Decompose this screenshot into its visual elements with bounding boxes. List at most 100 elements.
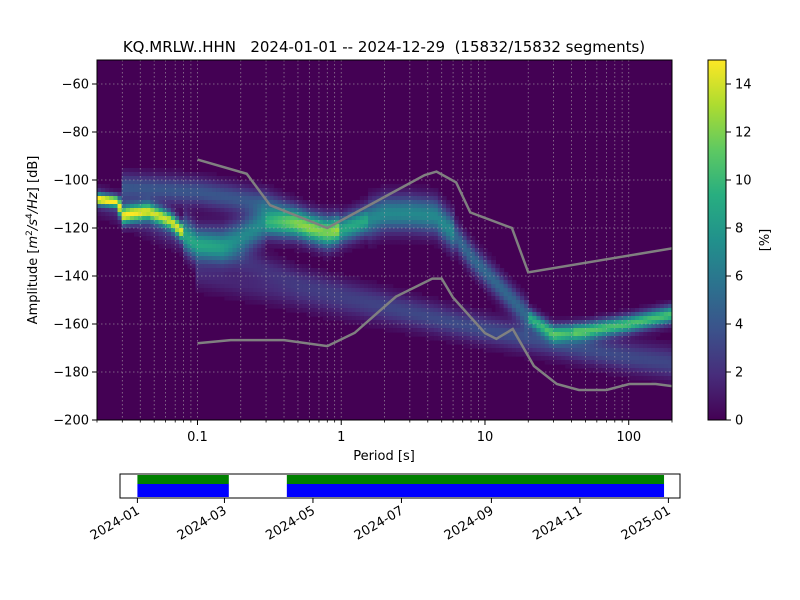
- heatmap-cell: [339, 208, 345, 213]
- heatmap-cell: [487, 292, 492, 297]
- heatmap-cell: [400, 212, 406, 217]
- heatmap-cell: [158, 176, 164, 181]
- heatmap-cell: [261, 264, 266, 269]
- heatmap-cell: [265, 228, 271, 233]
- heatmap-cell: [318, 240, 324, 245]
- heatmap-cell: [503, 300, 509, 305]
- heatmap-cell: [253, 284, 258, 289]
- heatmap-cell: [175, 212, 180, 217]
- heatmap-cell: [376, 192, 381, 197]
- heatmap-cell: [421, 228, 427, 233]
- heatmap-cell: [273, 224, 279, 229]
- heatmap-cell: [273, 252, 279, 257]
- heatmap-cell: [343, 220, 349, 225]
- heatmap-cell: [639, 336, 644, 341]
- heatmap-cell: [101, 212, 106, 217]
- heatmap-cell: [524, 348, 529, 353]
- heatmap-cell: [581, 360, 587, 365]
- heatmap-cell: [314, 300, 320, 305]
- heatmap-cell: [384, 296, 390, 301]
- heatmap-cell: [478, 256, 484, 261]
- heatmap-cell: [277, 300, 283, 305]
- heatmap-cell: [269, 236, 275, 241]
- heatmap-cell: [618, 348, 624, 353]
- heatmap-cell: [248, 244, 254, 249]
- heatmap-cell: [285, 264, 291, 269]
- heatmap-cell: [216, 188, 221, 193]
- heatmap-cell: [322, 316, 328, 321]
- heatmap-cell: [487, 284, 492, 289]
- heatmap-cell: [314, 272, 320, 277]
- heatmap-cell: [663, 312, 669, 317]
- heatmap-cell: [248, 180, 254, 185]
- heatmap-cell: [491, 288, 496, 293]
- heatmap-cell: [372, 232, 377, 237]
- heatmap-cell: [507, 324, 513, 329]
- heatmap-cell: [228, 296, 234, 301]
- heatmap-cell: [129, 172, 135, 177]
- heatmap-cell: [269, 252, 275, 257]
- heatmap-cell: [487, 340, 492, 345]
- heatmap-cell: [294, 240, 299, 245]
- heatmap-cell: [663, 300, 669, 305]
- heatmap-cell: [253, 272, 258, 277]
- heatmap-cell: [610, 368, 616, 373]
- heatmap-cell: [478, 284, 484, 289]
- heatmap-cell: [474, 280, 480, 285]
- heatmap-cell: [606, 368, 611, 373]
- heatmap-cell: [532, 356, 538, 361]
- heatmap-cell: [212, 268, 217, 273]
- heatmap-cell: [659, 304, 665, 309]
- heatmap-cell: [421, 192, 427, 197]
- heatmap-cell: [101, 188, 106, 193]
- heatmap-cell: [294, 248, 299, 253]
- heatmap-cell: [277, 212, 283, 217]
- heatmap-cell: [413, 240, 418, 245]
- heatmap-cell: [659, 356, 665, 361]
- heatmap-cell: [294, 304, 299, 309]
- heatmap-cell: [162, 188, 168, 193]
- heatmap-cell: [363, 236, 369, 241]
- heatmap-cell: [503, 328, 509, 333]
- heatmap-cell: [589, 332, 595, 337]
- heatmap-cell: [216, 208, 221, 213]
- heatmap-cell: [261, 232, 266, 237]
- heatmap-cell: [478, 320, 484, 325]
- processed-coverage-bar: [137, 475, 229, 484]
- heatmap-cell: [203, 180, 209, 185]
- heatmap-cell: [306, 244, 312, 249]
- heatmap-cell: [244, 240, 250, 245]
- heatmap-cell: [306, 208, 312, 213]
- heatmap-cell: [643, 348, 648, 353]
- heatmap-cell: [216, 288, 221, 293]
- heatmap-cell: [655, 300, 661, 305]
- heatmap-cell: [577, 356, 583, 361]
- heatmap-cell: [154, 232, 160, 237]
- heatmap-cell: [248, 300, 254, 305]
- heatmap-cell: [667, 324, 672, 329]
- heatmap-cell: [503, 352, 509, 357]
- heatmap-cell: [220, 200, 225, 205]
- heatmap-cell: [290, 196, 295, 201]
- heatmap-cell: [540, 336, 546, 341]
- heatmap-cell: [273, 288, 279, 293]
- heatmap-cell: [536, 312, 542, 317]
- heatmap-cell: [248, 284, 254, 289]
- heatmap-cell: [450, 336, 455, 341]
- heatmap-cell: [400, 192, 406, 197]
- heatmap-cell: [651, 356, 657, 361]
- heatmap-cell: [421, 240, 427, 245]
- heatmap-cell: [183, 224, 188, 229]
- heatmap-cell: [606, 364, 611, 369]
- heatmap-cell: [154, 228, 160, 233]
- heatmap-cell: [220, 196, 225, 201]
- date-tick-label: 2024-05: [263, 503, 318, 543]
- heatmap-cell: [244, 200, 250, 205]
- heatmap-cell: [610, 336, 616, 341]
- heatmap-cell: [520, 320, 525, 325]
- heatmap-cell: [216, 216, 221, 221]
- heatmap-cell: [347, 212, 353, 217]
- heatmap-cell: [285, 192, 291, 197]
- heatmap-cell: [265, 300, 271, 305]
- heatmap-cell: [207, 220, 213, 225]
